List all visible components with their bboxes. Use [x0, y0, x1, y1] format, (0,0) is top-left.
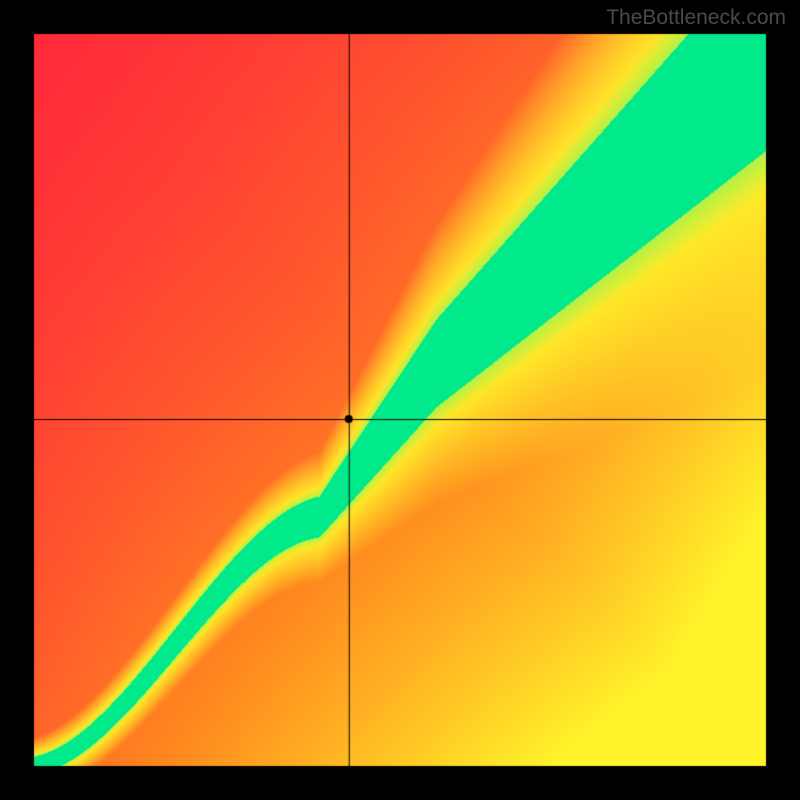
watermark-text: TheBottleneck.com: [606, 6, 786, 30]
bottleneck-heatmap: [0, 0, 800, 800]
